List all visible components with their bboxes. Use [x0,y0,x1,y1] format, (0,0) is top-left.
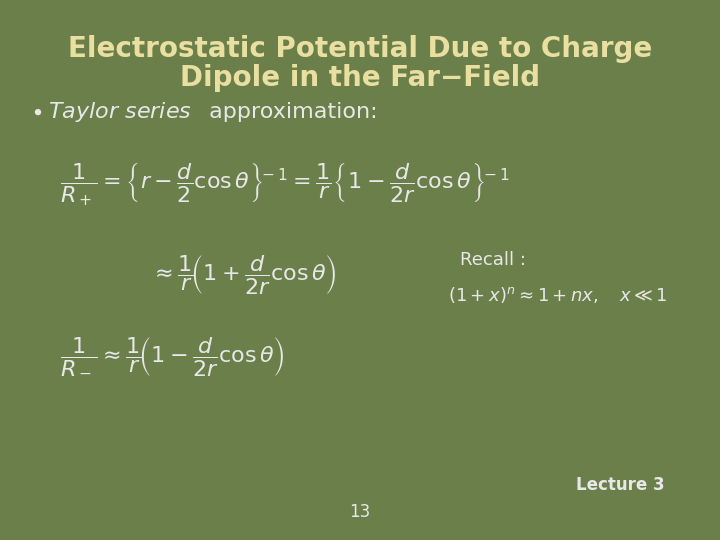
Text: $\approx \dfrac{1}{r}\!\left( 1 + \dfrac{d}{2r}\cos\theta \right)$: $\approx \dfrac{1}{r}\!\left( 1 + \dfrac… [150,253,337,296]
Text: approximation:: approximation: [202,102,377,122]
Text: Lecture 3: Lecture 3 [576,476,665,494]
Text: $\dfrac{1}{R_+} = \left\{ r - \dfrac{d}{2}\cos\theta \right\}^{\!\!-1} = \dfrac{: $\dfrac{1}{R_+} = \left\{ r - \dfrac{d}{… [60,161,510,208]
Text: $(1+x)^n \approx 1+nx, \quad x \ll 1$: $(1+x)^n \approx 1+nx, \quad x \ll 1$ [448,285,667,305]
Text: Dipole in the Far−Field: Dipole in the Far−Field [180,64,540,92]
Text: 13: 13 [349,503,371,521]
Text: $\bullet$: $\bullet$ [30,102,42,122]
Text: $\mathit{Taylor\ series}$: $\mathit{Taylor\ series}$ [48,100,192,124]
Text: Electrostatic Potential Due to Charge: Electrostatic Potential Due to Charge [68,35,652,63]
Text: Recall :: Recall : [460,251,526,269]
Text: $\dfrac{1}{R_-} \approx \dfrac{1}{r}\!\left( 1 - \dfrac{d}{2r}\cos\theta \right): $\dfrac{1}{R_-} \approx \dfrac{1}{r}\!\l… [60,335,285,375]
